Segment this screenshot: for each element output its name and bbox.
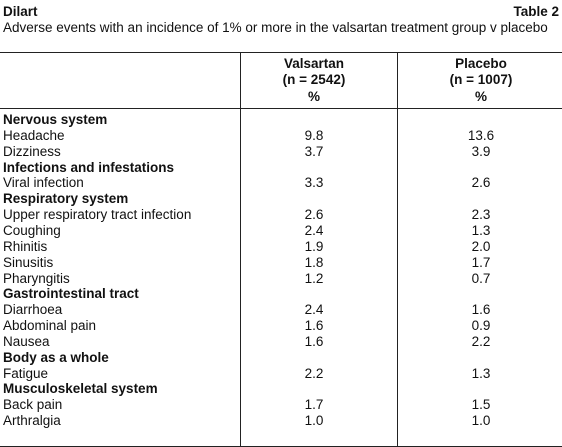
cell-value: 2.3 xyxy=(471,207,491,223)
cell-value: 2.2 xyxy=(471,333,491,349)
cell-value: 1.3 xyxy=(471,365,491,381)
row-label: Headache xyxy=(3,127,65,143)
column-name: Placebo xyxy=(455,56,507,71)
row-label: Diarrhoea xyxy=(3,302,63,318)
rule xyxy=(0,108,562,109)
row-label: Coughing xyxy=(3,222,61,238)
row-label: Dizziness xyxy=(3,143,61,159)
cell-value: 1.6 xyxy=(304,318,324,334)
cell-value: 0.7 xyxy=(471,270,491,286)
row-label: Upper respiratory tract infection xyxy=(3,207,192,223)
row-label: Viral infection xyxy=(3,175,84,191)
row-label: Pharyngitis xyxy=(3,270,70,286)
cell-value: 3.9 xyxy=(471,143,491,159)
row-label: Arthralgia xyxy=(3,413,61,429)
cell-value: 1.8 xyxy=(304,254,324,270)
column-divider xyxy=(397,52,398,447)
column-unit: % xyxy=(307,89,321,104)
cell-value: 13.6 xyxy=(467,127,495,143)
cell-value: 2.4 xyxy=(304,222,324,238)
cell-value: 0.9 xyxy=(471,318,491,334)
cell-value: 1.7 xyxy=(304,397,324,413)
cell-value: 3.7 xyxy=(304,143,324,159)
cell-value: 1.7 xyxy=(471,254,491,270)
caption: Adverse events with an incidence of 1% o… xyxy=(3,20,548,35)
column-n: (n = 1007) xyxy=(449,72,513,87)
group-heading: Gastrointestinal tract xyxy=(3,286,139,302)
cell-value: 1.5 xyxy=(471,397,491,413)
row-label: Fatigue xyxy=(3,365,49,381)
table-label: Table 2 xyxy=(513,4,559,19)
cell-value: 2.4 xyxy=(304,302,324,318)
group-heading: Infections and infestations xyxy=(3,159,175,175)
rule xyxy=(0,52,562,53)
cell-value: 1.6 xyxy=(471,302,491,318)
group-heading: Body as a whole xyxy=(3,349,109,365)
title: Dilart xyxy=(3,4,38,19)
cell-value: 2.0 xyxy=(471,238,491,254)
cell-value: 1.3 xyxy=(471,222,491,238)
row-label: Back pain xyxy=(3,397,63,413)
column-divider xyxy=(240,52,241,447)
group-heading: Nervous system xyxy=(3,112,108,127)
row-label: Rhinitis xyxy=(3,238,48,254)
row-label: Abdominal pain xyxy=(3,318,97,334)
column-name: Valsartan xyxy=(283,56,345,71)
cell-value: 1.0 xyxy=(471,413,491,429)
cell-value: 1.6 xyxy=(304,333,324,349)
column-n: (n = 2542) xyxy=(282,72,346,87)
cell-value: 2.6 xyxy=(471,175,491,191)
row-label: Nausea xyxy=(3,333,50,349)
cell-value: 3.3 xyxy=(304,175,324,191)
cell-value: 2.2 xyxy=(304,365,324,381)
cell-value: 1.2 xyxy=(304,270,324,286)
cell-value: 1.0 xyxy=(304,413,324,429)
row-label: Sinusitis xyxy=(3,254,54,270)
group-heading: Musculoskeletal system xyxy=(3,381,158,397)
group-heading: Respiratory system xyxy=(3,191,129,207)
column-unit: % xyxy=(474,89,488,104)
cell-value: 1.9 xyxy=(304,238,324,254)
cell-value: 2.6 xyxy=(304,207,324,223)
cell-value: 9.8 xyxy=(304,127,324,143)
